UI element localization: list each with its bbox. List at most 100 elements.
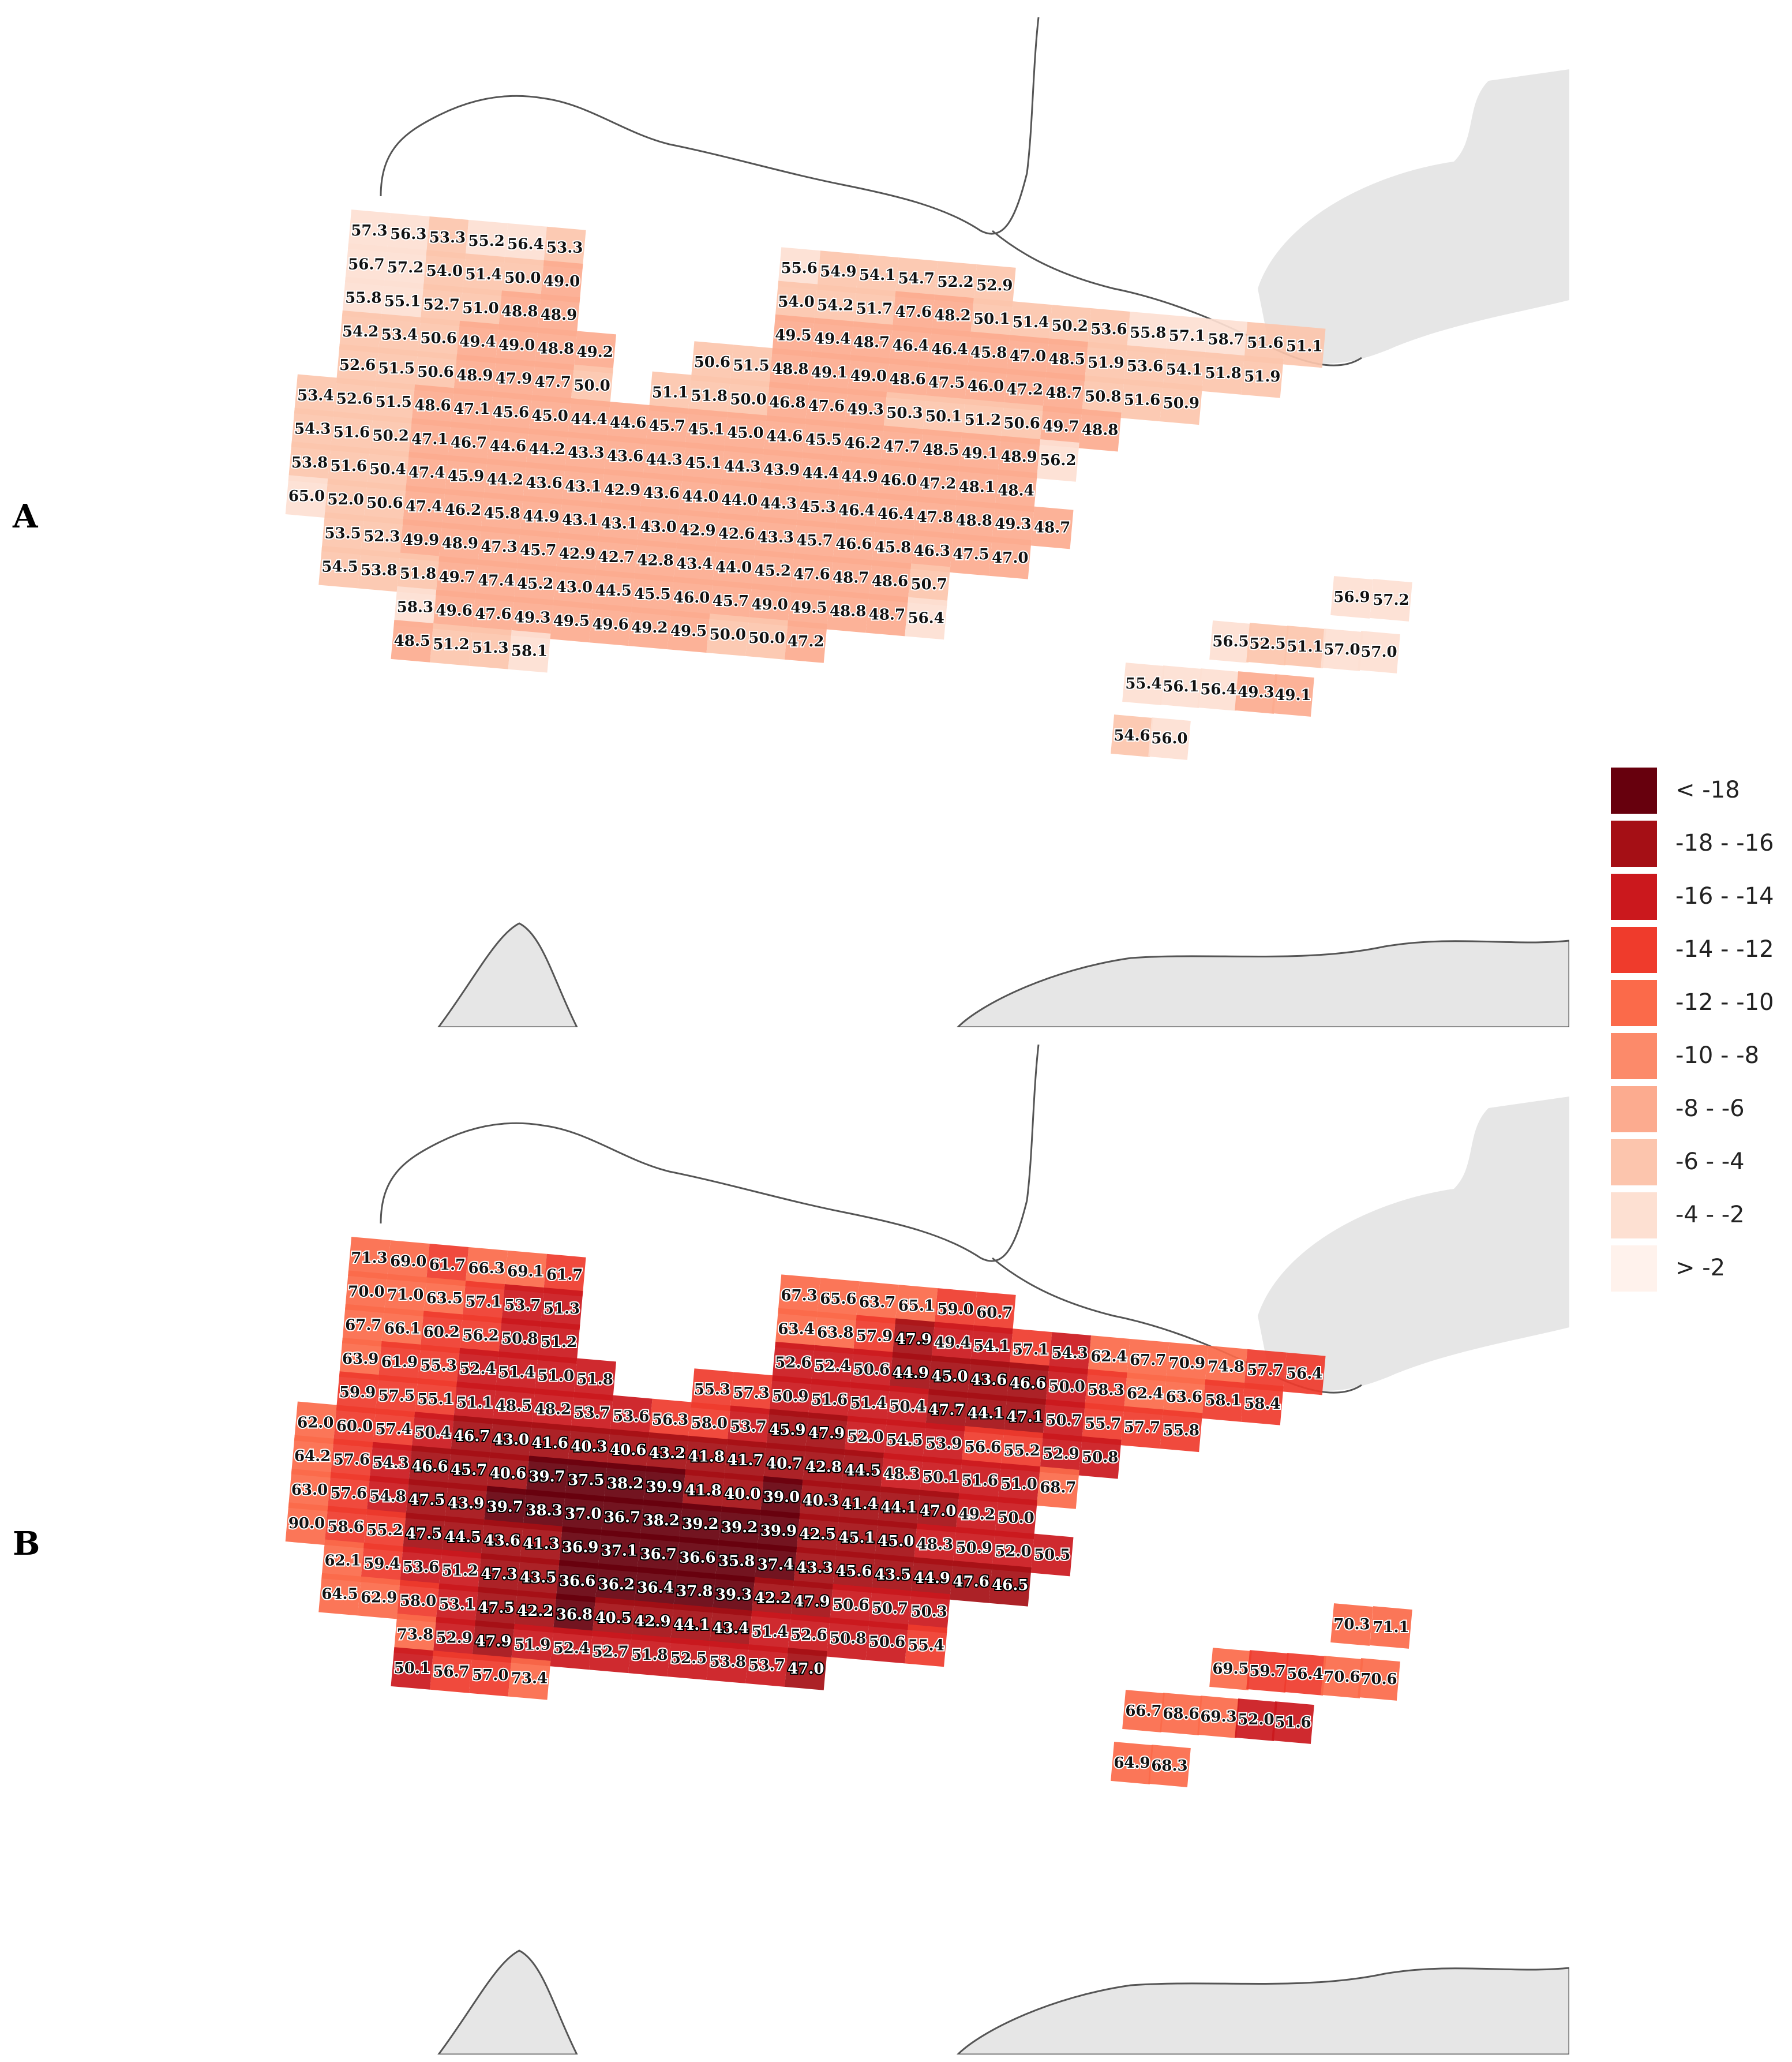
grid-cell bbox=[799, 452, 842, 495]
grid-cell bbox=[375, 347, 418, 390]
cell-value-label: 47.0 bbox=[1010, 347, 1046, 365]
cell-value-label: 40.6 bbox=[490, 1465, 526, 1482]
cell-value-label: 48.9 bbox=[442, 535, 478, 552]
cell-value-label: 45.8 bbox=[875, 539, 911, 556]
cell-value-label: 48.1 bbox=[959, 478, 995, 496]
grid-cell bbox=[1283, 325, 1326, 368]
cell-value-label: 38.3 bbox=[526, 1502, 562, 1519]
cell-value-label: 42.9 bbox=[604, 481, 640, 499]
cell-value-label: 44.2 bbox=[487, 471, 523, 489]
cell-value-label: 43.2 bbox=[649, 1445, 685, 1462]
grid-cell bbox=[1085, 1369, 1127, 1412]
grid-cell bbox=[324, 1506, 368, 1548]
grid-cell bbox=[381, 1307, 424, 1350]
cell-value-label: 48.8 bbox=[501, 303, 538, 320]
cell-value-label: 44.0 bbox=[682, 488, 718, 506]
grid-cell bbox=[634, 539, 677, 582]
cell-value-label: 63.8 bbox=[817, 1324, 853, 1341]
grid-cell bbox=[513, 563, 557, 606]
cell-value-label: 53.8 bbox=[710, 1653, 746, 1671]
grid-cell bbox=[475, 1586, 518, 1630]
grid-cell bbox=[643, 439, 686, 481]
cell-value-label: 48.7 bbox=[1034, 519, 1070, 536]
grid-cell bbox=[550, 1627, 593, 1670]
grid-cell bbox=[369, 414, 412, 458]
cell-value-label: 50.9 bbox=[956, 1540, 992, 1557]
cell-value-label: 49.0 bbox=[498, 336, 535, 354]
cell-value-label: 55.1 bbox=[384, 293, 421, 310]
cell-value-label: 44.1 bbox=[673, 1616, 710, 1634]
cell-value-label: 51.2 bbox=[442, 1562, 478, 1580]
cell-value-label: 50.4 bbox=[889, 1398, 925, 1416]
cell-value-label: 74.8 bbox=[1208, 1359, 1244, 1376]
cell-value-label: 48.9 bbox=[1000, 448, 1037, 466]
grid-cell bbox=[754, 1543, 797, 1586]
grid-cell bbox=[772, 314, 815, 357]
grid-cell bbox=[589, 603, 632, 646]
cell-value-label: 46.7 bbox=[453, 1428, 490, 1445]
grid-cell bbox=[793, 519, 836, 563]
grid-cell bbox=[1283, 1352, 1326, 1395]
grid-cell bbox=[483, 458, 527, 502]
cell-value-label: 46.4 bbox=[878, 506, 914, 523]
grid-cell bbox=[444, 1482, 488, 1525]
cell-value-label: 57.1 bbox=[1169, 328, 1205, 345]
grid-cell bbox=[673, 1570, 716, 1613]
cell-value-label: 48.8 bbox=[830, 603, 866, 620]
grid-cell bbox=[1123, 345, 1167, 388]
island-cell bbox=[1122, 1690, 1165, 1732]
grid-cell bbox=[892, 291, 935, 334]
cell-value-label: 38.2 bbox=[643, 1512, 680, 1529]
cell-value-label: 49.5 bbox=[553, 612, 590, 630]
cell-value-label: 53.6 bbox=[1127, 358, 1163, 375]
cell-value-label: 45.2 bbox=[517, 575, 553, 593]
grid-cell bbox=[558, 1526, 602, 1569]
grid-cell bbox=[1030, 506, 1074, 549]
grid-cell bbox=[592, 1597, 635, 1640]
grid-cell bbox=[748, 583, 792, 626]
grid-cell bbox=[441, 1516, 485, 1559]
island-cell bbox=[1358, 631, 1400, 673]
cell-value-label: 44.0 bbox=[721, 492, 758, 509]
grid-cell bbox=[1081, 1402, 1124, 1446]
cell-value-label: 47.1 bbox=[453, 401, 490, 418]
grid-cell bbox=[1000, 1429, 1044, 1472]
grid-cell bbox=[417, 1344, 460, 1387]
cell-value-label: 53.8 bbox=[361, 562, 397, 579]
legend-item: < -18 bbox=[1611, 768, 1778, 814]
cell-value-label: 57.9 bbox=[856, 1327, 893, 1345]
cell-value-label: 61.9 bbox=[381, 1354, 418, 1371]
grid-cell bbox=[640, 472, 683, 515]
grid-cell bbox=[417, 317, 460, 360]
cell-value-label: 71.1 bbox=[1373, 1619, 1409, 1636]
cell-value-label: 40.0 bbox=[724, 1485, 760, 1503]
grid-cell bbox=[453, 1381, 496, 1424]
grid-cell bbox=[504, 1250, 547, 1293]
cell-value-label: 56.3 bbox=[390, 226, 426, 243]
cell-value-label: 68.3 bbox=[1151, 1757, 1187, 1775]
grid-cell bbox=[718, 479, 761, 522]
grid-cell bbox=[715, 1540, 758, 1583]
cell-value-label: 48.7 bbox=[833, 569, 869, 586]
grid-cell bbox=[601, 1496, 644, 1539]
cell-value-label: 63.0 bbox=[291, 1481, 328, 1499]
cell-value-label: 51.6 bbox=[1274, 1714, 1311, 1731]
grid-cell bbox=[384, 1274, 427, 1317]
cell-value-label: 39.9 bbox=[646, 1479, 683, 1496]
grid-cell bbox=[811, 317, 854, 361]
cell-value-label: 47.2 bbox=[920, 475, 956, 492]
grid-cell bbox=[321, 512, 364, 555]
cell-value-label: 36.9 bbox=[562, 1539, 598, 1556]
cell-value-label: 42.9 bbox=[679, 522, 715, 539]
cell-value-label: 51.4 bbox=[1013, 314, 1049, 331]
grid-cell bbox=[438, 522, 482, 565]
cell-value-label: 50.1 bbox=[973, 310, 1010, 328]
grid-cell bbox=[844, 1416, 887, 1458]
grid-cell bbox=[775, 280, 818, 324]
cell-value-label: 50.6 bbox=[366, 495, 403, 512]
grid-cell bbox=[447, 421, 490, 465]
grid-cell bbox=[495, 1351, 538, 1394]
cell-value-label: 55.3 bbox=[421, 1357, 457, 1375]
cell-value-label: 48.5 bbox=[923, 441, 959, 459]
cell-value-label: 44.0 bbox=[715, 559, 752, 577]
